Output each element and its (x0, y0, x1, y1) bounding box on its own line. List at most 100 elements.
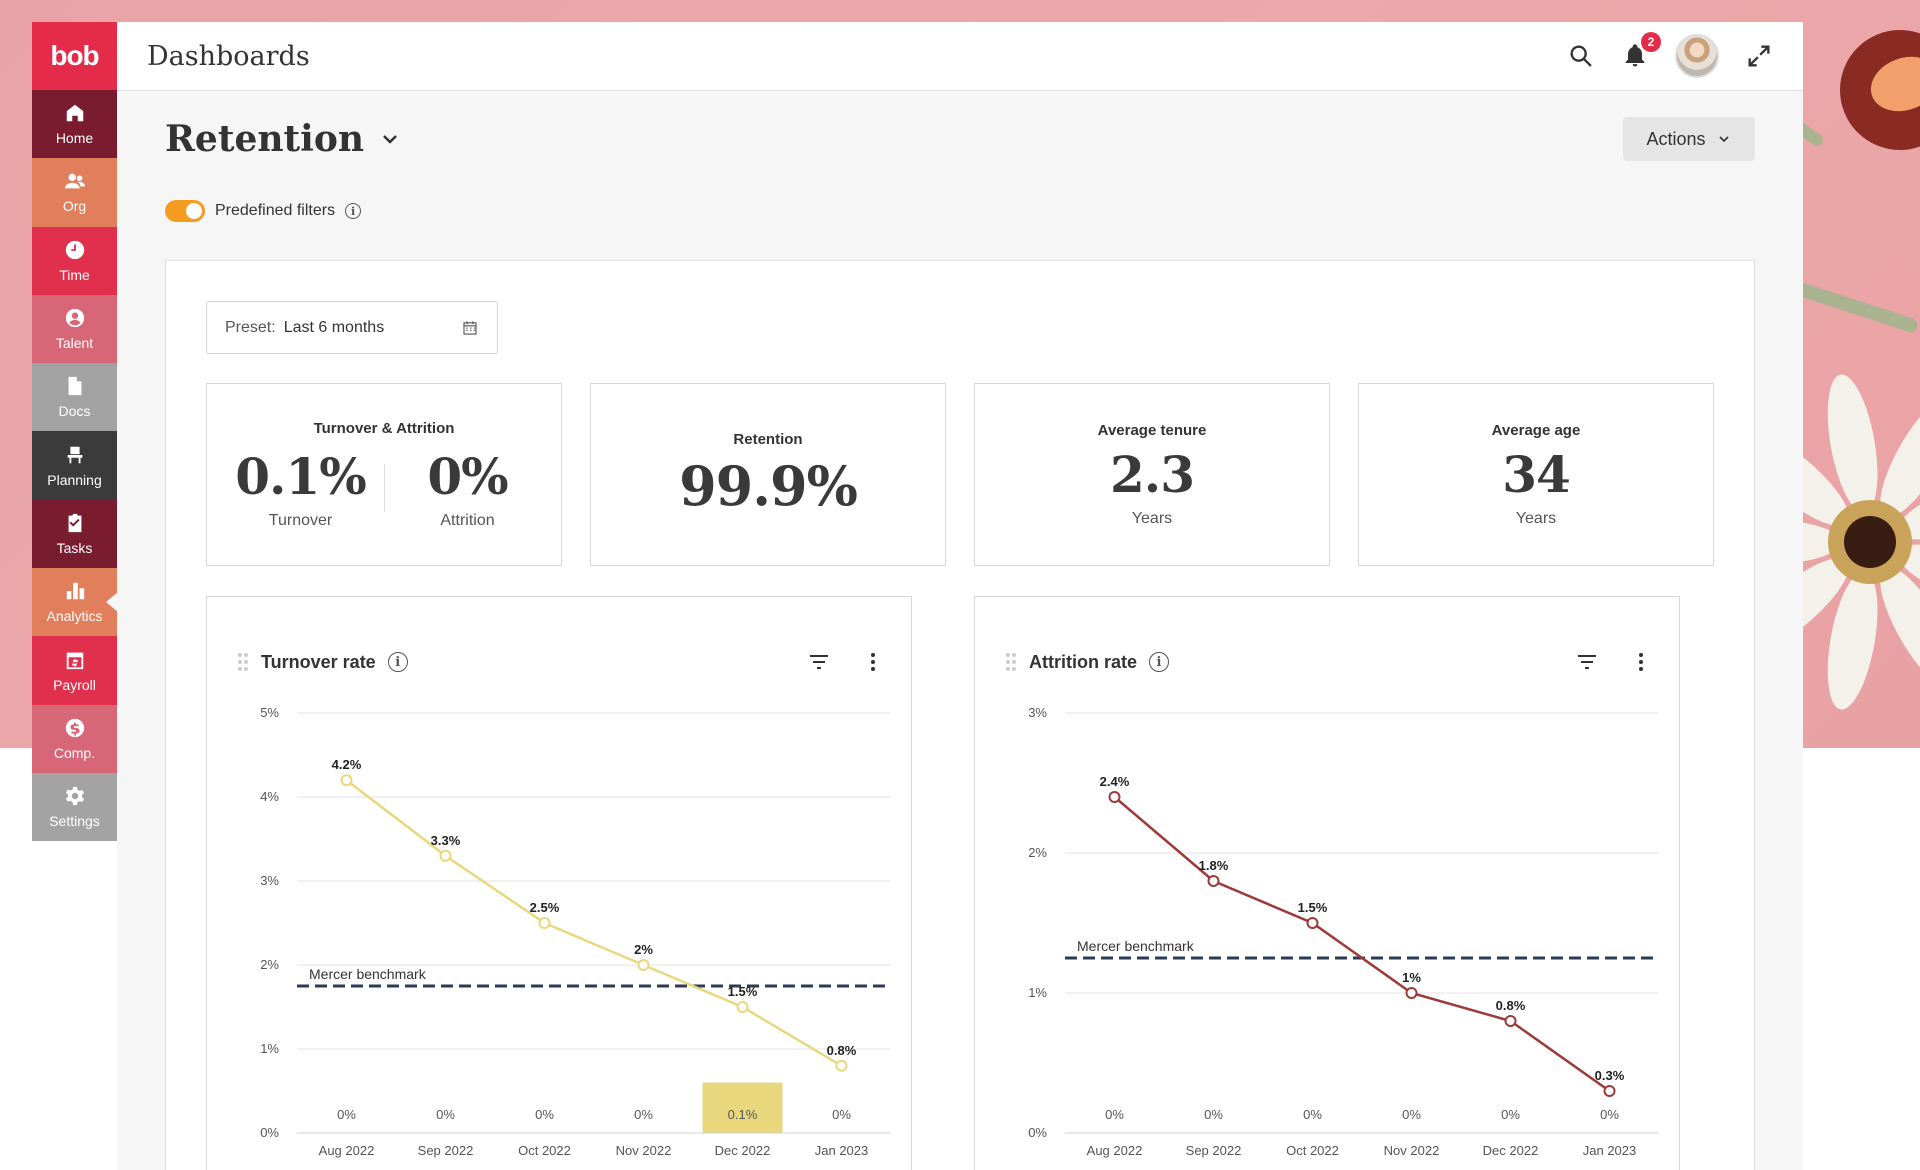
preset-date-picker[interactable]: Preset: Last 6 months (206, 301, 498, 354)
preset-label: Preset: (225, 318, 276, 336)
sidebar-item-label: Home (55, 130, 94, 147)
sidebar-item-time[interactable]: Time (32, 226, 117, 295)
more-vertical-icon[interactable] (861, 650, 885, 674)
sidebar-item-planning[interactable]: Planning (32, 431, 117, 500)
filter-icon[interactable] (1575, 650, 1599, 674)
info-icon[interactable]: i (387, 652, 408, 672)
bar-label: 0% (436, 1107, 455, 1122)
data-point (340, 774, 353, 787)
notifications-button[interactable]: 2 (1621, 32, 1661, 70)
y-tick-label: 1% (1028, 985, 1047, 1000)
data-point (1603, 1085, 1616, 1097)
bar-label: 0% (1204, 1107, 1223, 1122)
data-label: 0.3% (1595, 1068, 1625, 1083)
predefined-filters-toggle[interactable] (165, 200, 205, 222)
sidebar-item-label: Talent (55, 335, 94, 352)
kpi-attrition-label: Attrition (440, 511, 495, 529)
bar-label: 0.1% (728, 1107, 758, 1122)
turnover-rate-card: Turnover rate i 0% 1% 2% 3% 4% 5% 0% 0% 0% 0% 0.1%… (206, 596, 912, 1170)
sidebar-item-tasks[interactable]: Tasks (32, 499, 117, 569)
actions-button[interactable]: Actions (1623, 117, 1755, 161)
data-label: 2.5% (530, 900, 560, 915)
x-tick-label: Aug 2022 (1087, 1143, 1143, 1158)
document-icon (68, 377, 81, 396)
y-tick-label: 3% (1028, 705, 1047, 720)
drag-handle-icon[interactable] (1005, 652, 1017, 672)
kpi-title: Average age (1491, 421, 1581, 439)
x-tick-label: Sep 2022 (1186, 1143, 1242, 1158)
y-tick-label: 4% (260, 789, 279, 804)
sidebar-item-label: Planning (47, 471, 102, 488)
data-point (835, 1059, 848, 1072)
sidebar-item-label: Analytics (46, 608, 103, 625)
kpi-divider (383, 464, 385, 512)
notification-badge: 2 (1641, 32, 1661, 52)
data-label: 1% (1402, 970, 1421, 985)
sidebar-item-org[interactable]: Org (32, 158, 117, 227)
bar-label: 0% (337, 1107, 356, 1122)
bar-chart-icon (66, 582, 84, 600)
data-point (439, 849, 452, 862)
sidebar-item-comp[interactable]: Comp. (32, 704, 117, 773)
kpi-retention: Retention 99.9% (590, 383, 946, 566)
data-point (1405, 987, 1418, 999)
sidebar: bob Home Org Time Talent Docs Planning T… (32, 22, 118, 842)
page-title-dropdown[interactable]: Retention (165, 118, 402, 160)
bar-label: 0% (1600, 1107, 1619, 1122)
y-tick-label: 5% (260, 705, 279, 720)
kpi-title: Average tenure (1097, 421, 1207, 439)
attrition-rate-chart: 0% 1% 2% 3% 0% 0% 0% 0% 0% 0% Mercer benchmark 2.4%… (1028, 705, 1659, 1158)
sidebar-item-talent[interactable]: Talent (32, 294, 117, 364)
bar-label: 0% (634, 1107, 653, 1122)
clock-icon (65, 240, 84, 259)
kpi-tenure-unit: Years (1131, 509, 1173, 527)
attrition-rate-card: Attrition rate i 0% 1% 2% 3% 0% 0% 0% 0% 0% 0% Mer… (974, 596, 1680, 1170)
y-tick-label: 3% (260, 873, 279, 888)
info-icon[interactable]: i (1149, 652, 1169, 672)
x-tick-label: Nov 2022 (1384, 1143, 1440, 1158)
sidebar-item-analytics[interactable]: Analytics (32, 568, 118, 637)
sidebar-item-docs[interactable]: Docs (32, 363, 117, 432)
y-tick-label: 0% (1028, 1125, 1047, 1140)
benchmark-label: Mercer benchmark (1077, 938, 1195, 954)
data-label: 3.3% (431, 833, 461, 848)
sidebar-item-label: Docs (58, 403, 91, 420)
calendar-dollar-icon (66, 652, 83, 669)
user-circle-icon (65, 308, 84, 328)
home-icon (66, 104, 83, 122)
search-button[interactable] (1567, 42, 1595, 70)
predefined-filters-label: Predefined filters (215, 202, 336, 219)
info-icon[interactable]: i (345, 203, 362, 219)
x-tick-label: Dec 2022 (1483, 1143, 1539, 1158)
sidebar-item-payroll[interactable]: Payroll (32, 636, 117, 705)
dollar-circle-icon (65, 718, 84, 737)
sidebar-item-home[interactable]: Home (32, 90, 117, 159)
sidebar-item-label: Tasks (56, 539, 93, 556)
more-vertical-icon[interactable] (1629, 650, 1653, 674)
kpi-tenure-value: 2.3 (1110, 444, 1195, 504)
sidebar-item-label: Settings (49, 813, 100, 830)
chart-title: Attrition rate (1029, 651, 1137, 672)
data-label: 2% (634, 942, 653, 957)
bar-label: 0% (832, 1107, 851, 1122)
people-icon (64, 174, 85, 189)
predefined-filters: Predefined filters i (165, 200, 362, 222)
user-avatar[interactable] (1675, 34, 1719, 78)
series-line (345, 779, 843, 1067)
y-tick-label: 0% (260, 1125, 279, 1140)
bob-logo[interactable]: bob (32, 22, 117, 90)
sidebar-item-label: Time (59, 266, 90, 283)
drag-handle-icon[interactable] (237, 652, 249, 672)
chair-icon (67, 446, 82, 463)
data-label: 1.5% (728, 984, 758, 999)
main-window: Dashboards 2 Retention Actions Predefine… (117, 22, 1803, 1170)
sidebar-item-settings[interactable]: Settings (32, 772, 117, 842)
y-tick-label: 1% (260, 1041, 279, 1056)
filter-icon[interactable] (807, 650, 831, 674)
sidebar-item-label: Payroll (53, 676, 96, 693)
kpi-attrition-value: 0% (427, 446, 508, 506)
bar-label: 0% (1105, 1107, 1124, 1122)
bar-label: 0% (1501, 1107, 1520, 1122)
expand-button[interactable] (1745, 42, 1773, 70)
data-label: 2.4% (1100, 774, 1130, 789)
